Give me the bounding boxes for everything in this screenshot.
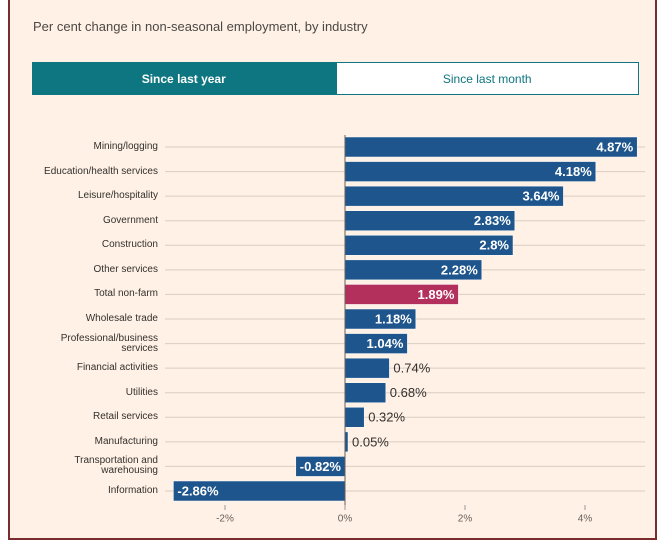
x-tick-label: 0% — [338, 514, 353, 525]
x-tick-label: 2% — [458, 514, 473, 525]
category-label: Information — [107, 485, 158, 496]
category-label: Leisure/hospitality — [77, 190, 158, 202]
tab-button[interactable]: Since last year — [32, 62, 336, 95]
category-label: Manufacturing — [94, 435, 158, 447]
category-label: Utilities — [125, 386, 158, 398]
value-label: 2.8% — [479, 238, 509, 253]
subtitle: Per cent change in non-seasonal employme… — [33, 19, 368, 34]
value-label: 4.87% — [596, 139, 633, 154]
value-label: 0.68% — [390, 385, 427, 400]
value-label: 0.05% — [352, 434, 389, 449]
value-label: 1.89% — [418, 287, 455, 302]
category-label: Government — [102, 214, 158, 226]
category-label: Professional/business services — [60, 332, 158, 354]
bar — [344, 407, 365, 428]
x-tick-label: -2% — [216, 514, 234, 525]
category-label: Wholesale trade — [85, 313, 158, 324]
category-label: Education/health services — [44, 165, 158, 177]
value-label: 2.83% — [474, 213, 511, 228]
value-label: 1.18% — [375, 311, 412, 326]
value-label: 3.64% — [523, 189, 560, 204]
tab-button[interactable]: Since last month — [335, 62, 639, 95]
category-label: Total non-farm — [94, 288, 158, 300]
bar — [344, 382, 387, 403]
bar — [344, 136, 638, 158]
bar — [344, 357, 390, 379]
value-label: -2.86% — [177, 483, 219, 498]
value-label: 1.04% — [367, 336, 404, 351]
value-label: 4.18% — [555, 164, 592, 179]
category-label: Transportation and warehousing — [74, 455, 158, 477]
value-label: -0.82% — [300, 459, 342, 474]
category-label: Retail services — [92, 411, 158, 423]
category-label: Financial activities — [76, 362, 158, 374]
category-label: Mining/logging — [93, 141, 159, 152]
value-label: 0.32% — [368, 410, 405, 425]
x-tick-label: 4% — [578, 514, 593, 525]
value-label: 2.28% — [441, 262, 478, 277]
category-label: Other services — [93, 263, 158, 275]
value-label: 0.74% — [393, 361, 430, 376]
category-label: Construction — [101, 239, 158, 251]
